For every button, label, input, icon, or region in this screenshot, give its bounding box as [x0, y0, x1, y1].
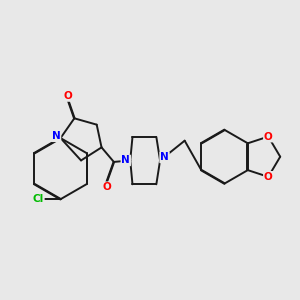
Text: O: O — [264, 132, 273, 142]
Text: N: N — [52, 131, 61, 141]
Text: O: O — [264, 172, 273, 182]
Text: Cl: Cl — [33, 194, 44, 204]
Text: O: O — [63, 91, 72, 101]
Text: N: N — [160, 152, 169, 163]
Text: N: N — [122, 155, 130, 165]
Text: O: O — [102, 182, 111, 192]
